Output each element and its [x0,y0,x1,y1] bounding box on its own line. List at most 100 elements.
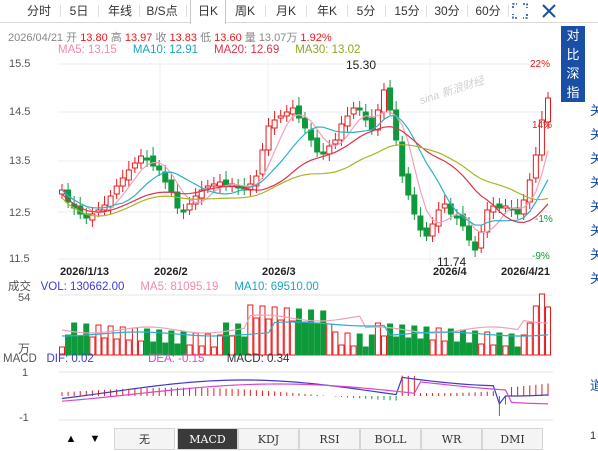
indicator-tab-wr[interactable]: WR [421,428,482,450]
ma5-label: MA5: 13.15 [58,44,117,56]
vol-value: 13.07万 [258,32,298,44]
macd-axis-top: 1 [22,367,29,379]
right-bottom-item[interactable]: 道 [590,378,598,393]
volume-bar [496,332,503,356]
volume-bar [350,345,357,356]
tab-yearline[interactable]: 年线 [107,4,132,18]
indicator-tab-dmi[interactable]: DMI [482,428,543,450]
tab-fenshi[interactable]: 分时 [26,4,51,18]
high-annotation: 15.30 [346,58,377,72]
candle-body [472,241,479,251]
candle-body [478,231,485,249]
indicator-tab-kdj[interactable]: KDJ [238,428,299,450]
volume-bar [210,346,217,356]
compare-index-button[interactable]: 对比深指 [561,26,585,102]
dif-label: DIF: 0.02 [46,353,94,365]
volume-bar [441,340,448,356]
right-list-item[interactable]: 关 [590,103,598,118]
volume-bar [89,336,96,356]
volume-bar [314,322,321,356]
dea-label: DEA: -0.15 [148,353,205,365]
tab-60min[interactable]: 60分 [475,4,501,18]
volume-bar [520,334,527,356]
candle-body [271,119,278,129]
right-list-item[interactable]: 关 [590,271,598,286]
indicator-tab-macd[interactable]: MACD [177,428,238,450]
low-label: 低 [200,32,212,44]
high-value: 13.97 [124,32,153,44]
volume-bar [162,342,169,356]
volume-bar [472,330,479,356]
candle-body [429,223,436,237]
candle-body [326,145,333,155]
tab-monthly-k[interactable]: 月K [275,4,296,18]
candle-body [107,195,114,208]
candle-body [405,173,412,196]
candle-body [417,215,424,231]
candle-body [192,195,199,205]
vol-ma10-label: MA10: 69510.00 [234,281,319,293]
volume-axis-unit: 万 [18,342,31,356]
volume-bar [545,306,551,356]
vol-ma5-label: MA5: 81095.19 [140,281,219,293]
right-list-item[interactable]: 关 [590,175,598,190]
volume-bar [235,323,242,356]
volume-bar [283,307,290,356]
tab-5day[interactable]: 5日 [69,4,89,18]
tab-15min[interactable]: 15分 [394,4,420,18]
tab-bs-points[interactable]: B/S点 [146,4,178,18]
candle-body [302,117,308,129]
volume-axis-top: 54 [18,292,31,304]
vol-value-label: VOL: 130662.00 [40,281,125,293]
volume-bar [405,337,412,356]
candle-body [441,203,448,209]
tab-weekly-k[interactable]: 周K [234,4,255,18]
candle-body [113,185,120,195]
candle-body [204,185,211,189]
dea-line [61,381,549,405]
close-icon[interactable] [541,3,557,19]
volume-bar [186,344,193,356]
candle-body [344,115,351,127]
volume-bar [259,305,266,356]
scroll-down-button[interactable]: ▼ [89,433,101,445]
volume-bar [168,330,175,356]
candle-body [453,215,460,219]
expand-icon[interactable] [512,3,528,19]
indicator-tab-rsi[interactable]: RSI [299,428,360,450]
tab-5min[interactable]: 5分 [356,4,376,18]
right-list-item[interactable]: 关 [590,247,598,262]
ma10-label: MA10: 12.91 [132,44,199,56]
tab-daily-k[interactable]: 日K [190,0,226,24]
volume-bar [538,293,545,356]
volume-bar [308,309,315,356]
indicator-tab-boll[interactable]: BOLL [360,428,421,450]
volume-bar [198,345,205,356]
volume-bar [192,332,199,356]
volume-bar [478,343,485,356]
right-list-item[interactable]: 关 [590,223,598,238]
ma-legend: MA5: 13.15 MA10: 12.91 MA20: 12.69 MA30:… [58,44,360,56]
volume-bar [289,320,296,356]
volume-bar [502,345,509,356]
candle-body [89,213,96,221]
scroll-up-button[interactable]: ▲ [65,433,77,445]
right-list-item[interactable]: 关 [590,199,598,214]
right-list-item[interactable]: 关 [590,127,598,142]
tab-yearly-k[interactable]: 年K [316,4,337,18]
volume-bar [95,324,102,356]
tab-30min[interactable]: 30分 [434,4,460,18]
volume-bar [277,319,284,356]
pct-tick-14: 14% [532,120,553,131]
price-tick-13-5: 13.5 [9,155,31,167]
low-value: 13.60 [214,32,242,44]
right-bottom-item[interactable]: 1 [590,430,597,442]
candle-body [356,107,363,111]
volume-bar [380,335,387,356]
right-list-item[interactable]: 关 [590,151,598,166]
indicator-tab-none[interactable]: 无 [114,428,175,450]
volume-bar [83,323,90,356]
candle-body [314,137,321,153]
volume-bar [526,322,533,356]
